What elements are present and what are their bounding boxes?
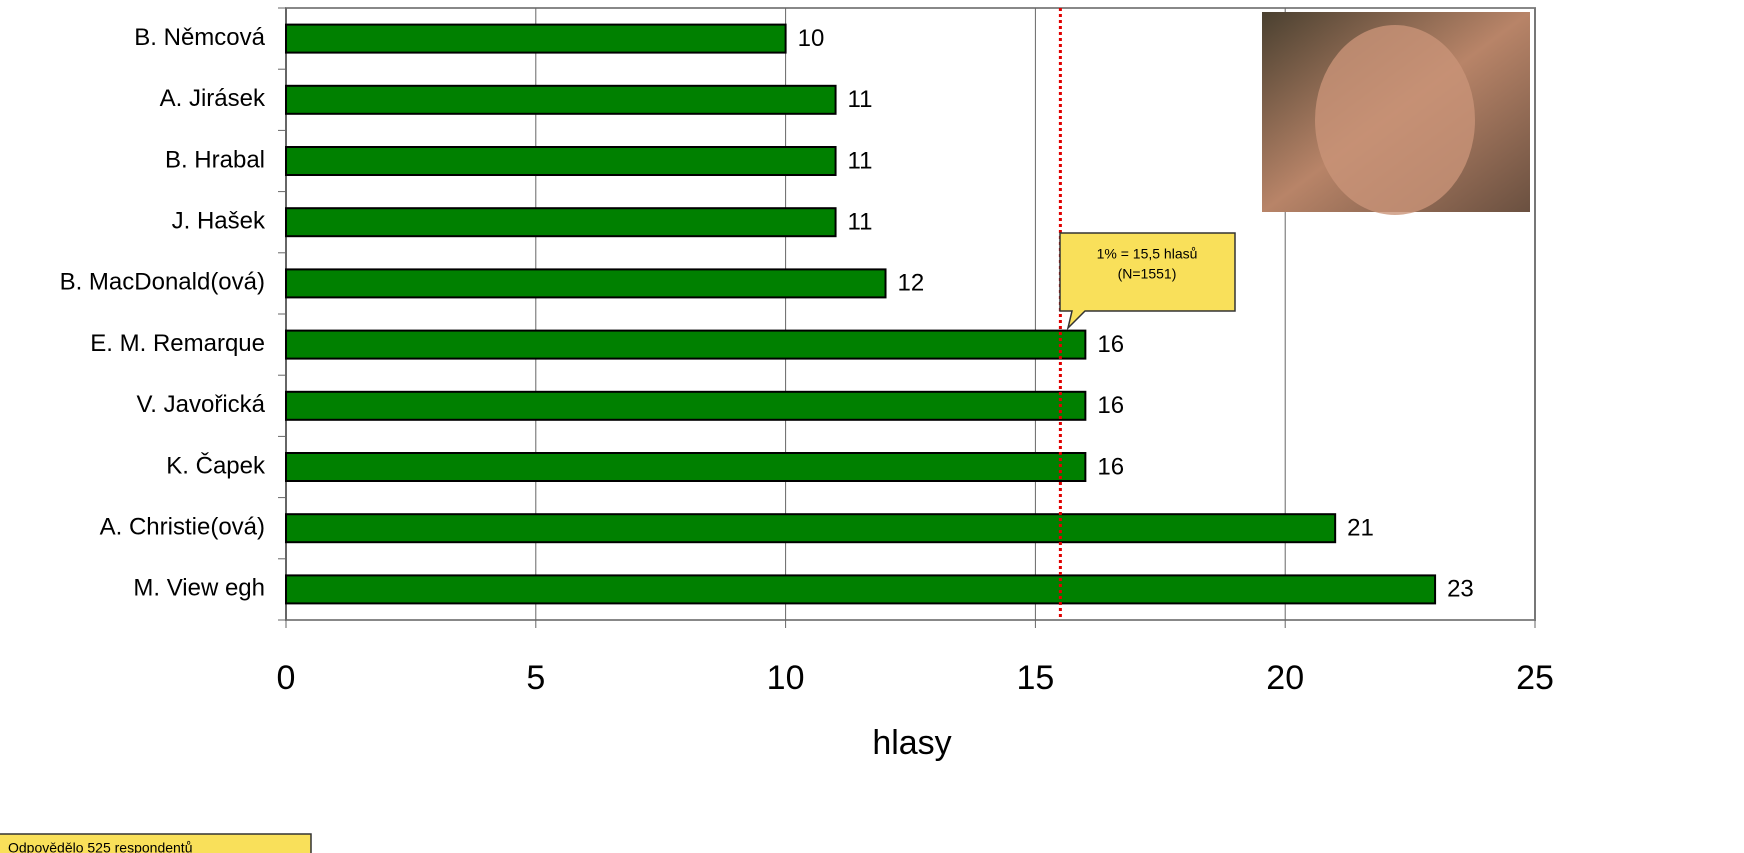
- photo-face: [1315, 25, 1475, 215]
- y-tick-label: K. Čapek: [166, 451, 266, 479]
- x-tick-label: 0: [277, 659, 296, 697]
- annotation: 1% = 15,5 hlasů: [1097, 246, 1198, 262]
- x-tick-label: 5: [526, 659, 545, 697]
- y-tick-label: A. Christie(ová): [100, 514, 265, 541]
- y-tick-label: J. Hašek: [172, 208, 266, 235]
- bar: [285, 574, 1437, 605]
- bar: [285, 390, 1087, 421]
- x-tick-label: 25: [1516, 659, 1554, 697]
- value-label: 11: [848, 147, 873, 174]
- value-label: 23: [1447, 576, 1474, 603]
- y-tick-label: V. Javořická: [136, 391, 265, 418]
- bar: [285, 513, 1337, 544]
- bar: [285, 207, 837, 238]
- value-label: 16: [1097, 331, 1124, 358]
- bar: [285, 146, 837, 176]
- value-label: 11: [848, 209, 873, 236]
- x-axis-label: hlasy: [872, 724, 951, 762]
- bar: [285, 452, 1087, 482]
- note: Odpovědělo 525 respondentů: [8, 840, 192, 853]
- x-tick-label: 20: [1266, 659, 1304, 697]
- bar: [285, 23, 787, 54]
- value-label: 21: [1347, 515, 1374, 542]
- y-tick-label: M. View egh: [133, 575, 265, 602]
- value-label: 11: [848, 86, 873, 113]
- y-tick-label: B. Hrabal: [165, 146, 265, 173]
- y-tick-label: E. M. Remarque: [90, 330, 265, 357]
- x-tick-label: 10: [767, 659, 805, 697]
- callout: [1059, 232, 1236, 331]
- y-tick-label: B. Němcová: [134, 24, 265, 51]
- x-tick-label: 15: [1016, 659, 1054, 697]
- value-label: 16: [1097, 392, 1124, 419]
- value-label: 12: [898, 270, 925, 297]
- value-label: 16: [1097, 453, 1124, 480]
- bar: [285, 329, 1087, 360]
- value-label: 10: [798, 25, 825, 52]
- note-box: [0, 833, 312, 853]
- annotation: (N=1551): [1118, 266, 1177, 282]
- y-tick-label: A. Jirásek: [160, 85, 266, 112]
- y-tick-label: B. MacDonald(ová): [60, 269, 265, 296]
- bar: [285, 84, 837, 115]
- bar: [285, 268, 887, 299]
